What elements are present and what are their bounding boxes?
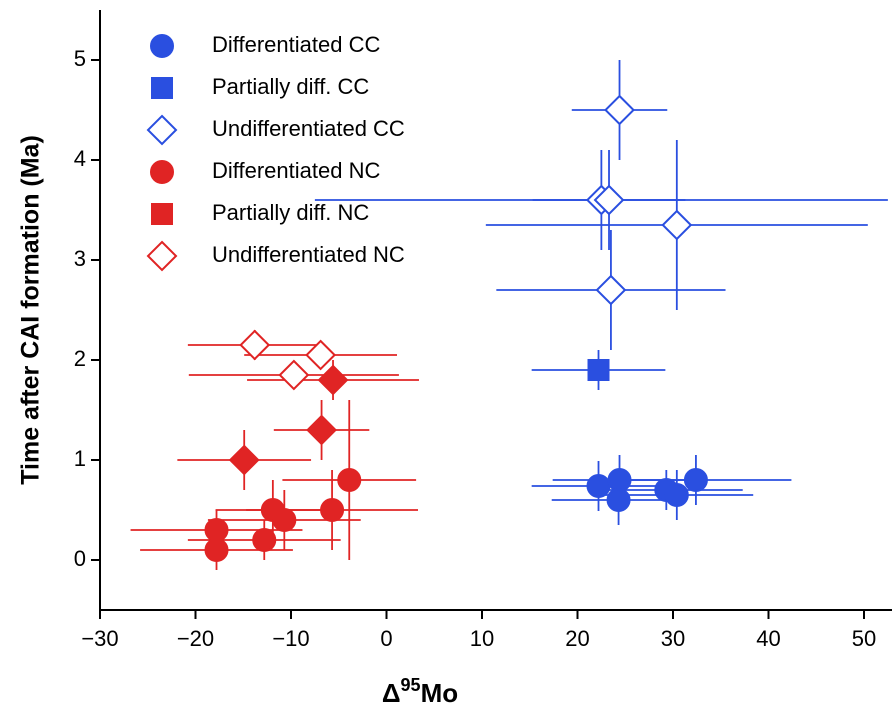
marker (306, 414, 337, 446)
legend-label: Differentiated NC (212, 158, 380, 183)
marker (683, 468, 708, 492)
marker (204, 538, 229, 562)
legend-label: Partially diff. NC (212, 200, 369, 225)
y-tick-label: 4 (74, 146, 86, 171)
legend-label: Partially diff. CC (212, 74, 369, 99)
x-tick-label: 50 (852, 626, 876, 651)
x-tick-label: −20 (177, 626, 214, 651)
x-tick-label: 30 (661, 626, 685, 651)
x-label-symbol: Δ (382, 678, 401, 708)
legend-marker (151, 77, 173, 99)
marker (320, 498, 345, 522)
legend-marker (146, 114, 178, 146)
y-tick-label: 3 (74, 246, 86, 271)
x-tick-label: −10 (272, 626, 309, 651)
legend-marker (150, 160, 174, 184)
x-label-superscript: 95 (401, 675, 421, 695)
marker (272, 508, 297, 532)
y-tick-label: 1 (74, 446, 86, 471)
marker (661, 209, 693, 241)
x-tick-label: 20 (565, 626, 589, 651)
x-tick-label: 40 (756, 626, 780, 651)
legend-label: Undifferentiated CC (212, 116, 405, 141)
legend-label: Undifferentiated NC (212, 242, 405, 267)
x-tick-label: 10 (470, 626, 494, 651)
marker (228, 444, 260, 476)
marker (317, 364, 349, 396)
marker (239, 329, 271, 361)
marker (586, 474, 611, 498)
marker (664, 483, 689, 507)
legend-marker (151, 203, 173, 225)
marker (593, 184, 625, 216)
marker (204, 518, 229, 542)
marker (252, 528, 277, 552)
marker (587, 359, 610, 381)
marker (606, 488, 631, 512)
y-axis-label: Time after CAI formation (Ma) (17, 135, 45, 485)
y-tick-label: 5 (74, 46, 86, 71)
legend-marker (150, 34, 174, 58)
marker (595, 274, 627, 306)
marker (337, 468, 362, 492)
x-tick-label: 0 (380, 626, 392, 651)
marker (278, 359, 310, 391)
y-tick-label: 0 (74, 546, 86, 571)
x-axis-label: Δ95Mo (382, 675, 458, 708)
x-tick-label: −30 (81, 626, 118, 651)
legend-marker (146, 240, 178, 272)
marker (604, 94, 635, 126)
x-label-element: Mo (421, 678, 459, 708)
y-tick-label: 2 (74, 346, 86, 371)
legend-label: Differentiated CC (212, 32, 380, 57)
marker (305, 339, 337, 371)
marker (607, 468, 632, 492)
